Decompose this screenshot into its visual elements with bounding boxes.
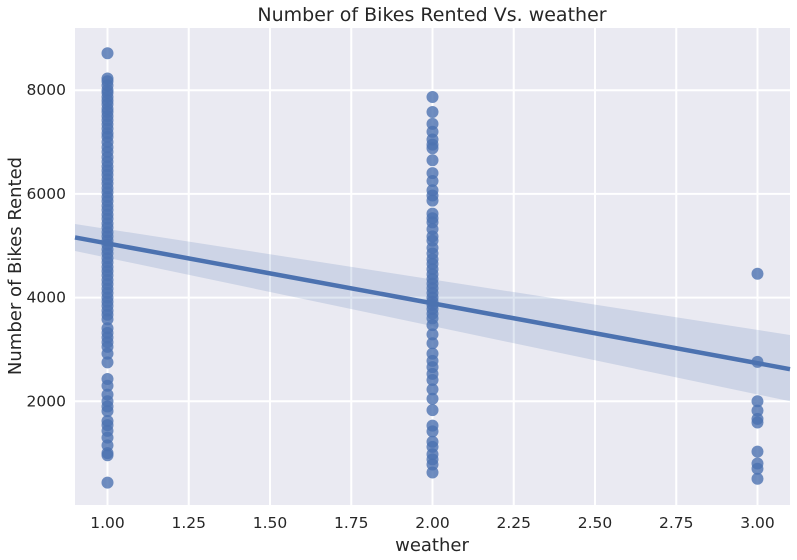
data-point bbox=[426, 174, 439, 187]
data-point bbox=[426, 337, 439, 350]
data-point bbox=[426, 466, 439, 479]
data-point bbox=[101, 449, 114, 462]
data-point bbox=[426, 392, 439, 405]
x-axis-label: weather bbox=[395, 535, 469, 556]
x-tick-label: 1.50 bbox=[253, 514, 288, 532]
chart-title: Number of Bikes Rented Vs. weather bbox=[257, 4, 606, 26]
data-point bbox=[101, 347, 114, 360]
y-tick-labels: 2000 4000 6000 8000 bbox=[27, 81, 66, 410]
x-tick-label: 2.25 bbox=[496, 514, 531, 532]
data-point bbox=[426, 319, 439, 332]
data-point bbox=[426, 154, 439, 167]
y-axis-label: Number of Bikes Rented bbox=[5, 157, 26, 375]
data-point bbox=[751, 472, 764, 485]
x-tick-label: 3.00 bbox=[740, 514, 775, 532]
data-point bbox=[101, 476, 114, 489]
x-tick-label: 2.00 bbox=[415, 514, 450, 532]
x-tick-labels: 1.00 1.25 1.50 1.75 2.00 2.25 2.50 2.75 3.00 bbox=[90, 514, 775, 532]
data-point bbox=[101, 356, 114, 369]
data-point bbox=[426, 90, 439, 103]
data-point bbox=[101, 47, 114, 60]
data-point bbox=[426, 328, 439, 341]
y-tick-label: 4000 bbox=[27, 289, 66, 307]
x-tick-label: 1.25 bbox=[171, 514, 206, 532]
regression-line bbox=[74, 235, 791, 372]
data-point bbox=[751, 416, 764, 429]
data-point bbox=[426, 425, 439, 438]
y-tick-label: 2000 bbox=[27, 392, 66, 410]
data-point bbox=[426, 142, 439, 155]
data-point bbox=[426, 194, 439, 207]
data-point bbox=[751, 462, 764, 475]
data-point bbox=[751, 395, 764, 408]
data-point bbox=[426, 404, 439, 417]
data-point bbox=[751, 445, 764, 458]
data-point bbox=[101, 405, 114, 418]
y-tick-label: 6000 bbox=[27, 185, 66, 203]
y-tick-label: 8000 bbox=[27, 81, 66, 99]
data-points bbox=[101, 47, 764, 489]
data-point bbox=[751, 267, 764, 280]
data-point bbox=[426, 383, 439, 396]
x-tick-label: 2.75 bbox=[659, 514, 694, 532]
data-point bbox=[101, 379, 114, 392]
x-tick-label: 2.50 bbox=[578, 514, 613, 532]
data-point bbox=[426, 374, 439, 387]
data-point bbox=[751, 404, 764, 417]
data-point bbox=[101, 313, 114, 326]
x-tick-label: 1.75 bbox=[334, 514, 369, 532]
regression-fit-line bbox=[74, 235, 791, 372]
data-point bbox=[426, 105, 439, 118]
x-tick-label: 1.00 bbox=[90, 514, 125, 532]
